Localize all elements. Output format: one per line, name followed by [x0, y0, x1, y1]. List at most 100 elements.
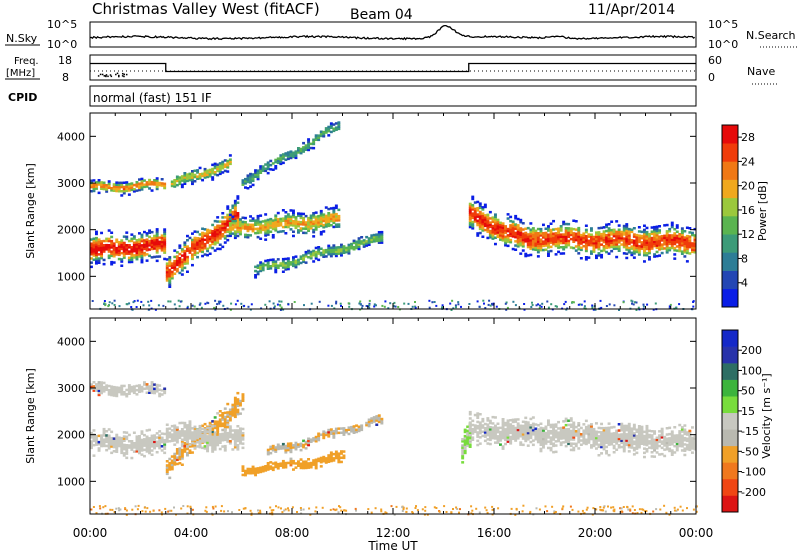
echo-cell	[597, 439, 601, 442]
echo-cell	[357, 239, 361, 242]
echo-cell	[302, 256, 306, 259]
echo-cell	[163, 251, 167, 254]
echo-cell	[547, 419, 550, 422]
echo-cell	[264, 232, 268, 235]
echo-cell	[319, 465, 323, 468]
echo-cell	[640, 434, 644, 437]
echo-cell	[473, 424, 477, 427]
echo-cell	[148, 389, 152, 392]
echo-cell	[574, 232, 578, 236]
echo-cell	[143, 245, 146, 248]
echo-cell	[140, 233, 144, 237]
echo-cell	[544, 431, 548, 435]
echo-cell	[683, 238, 687, 241]
echo-cell	[688, 440, 692, 443]
echo-cell	[132, 444, 136, 447]
echo-cell	[281, 266, 285, 269]
echo-cell	[228, 431, 232, 435]
echo-cell	[188, 422, 192, 425]
echo-cell	[496, 235, 500, 238]
y-tick-label: 4000	[57, 335, 85, 348]
echo-cell	[307, 458, 311, 461]
echo-cell	[163, 182, 167, 186]
echo-cell	[524, 433, 528, 436]
echo-cell	[170, 461, 174, 465]
echo-cell	[100, 250, 104, 254]
echo-cell	[334, 225, 338, 228]
echo-cell	[544, 248, 548, 251]
echo-cell	[375, 304, 377, 307]
echo-cell	[183, 178, 187, 181]
echo-cell	[509, 437, 513, 441]
echo-cell	[643, 235, 646, 238]
echo-cell	[188, 236, 192, 240]
echo-cell	[483, 431, 487, 434]
echo-cell	[524, 420, 528, 424]
echo-cell	[231, 215, 235, 219]
echo-cell	[627, 429, 631, 432]
echo-cell	[521, 228, 525, 231]
echo-cell	[494, 430, 497, 434]
echo-cell	[554, 429, 558, 433]
echo-cell	[186, 247, 189, 250]
echo-cell	[352, 245, 356, 249]
echo-cell	[193, 243, 197, 246]
echo-cell	[107, 436, 111, 440]
echo-cell	[643, 241, 646, 244]
echo-cell	[377, 416, 381, 419]
echo-cell	[198, 435, 202, 438]
echo-cell	[592, 242, 596, 245]
echo-cell	[120, 384, 124, 388]
echo-cell	[599, 508, 602, 511]
echo-cell	[92, 250, 96, 253]
echo-cell	[643, 251, 646, 255]
echo-cell	[322, 436, 326, 440]
echo-cell	[143, 230, 146, 234]
echo-cell	[547, 235, 550, 239]
echo-cell	[612, 506, 615, 509]
echo-cell	[319, 209, 323, 213]
echo-cell	[627, 439, 631, 443]
echo-cell	[204, 509, 207, 512]
echo-cell	[271, 444, 275, 448]
echo-cell	[531, 246, 535, 249]
echo-cell	[203, 438, 207, 442]
echo-cell	[602, 435, 606, 438]
echo-cell	[148, 391, 152, 394]
echo-cell	[693, 227, 697, 231]
echo-cell	[627, 236, 631, 239]
echo-cell	[587, 235, 591, 238]
echo-cell	[648, 440, 651, 443]
echo-cell	[526, 243, 530, 247]
echo-cell	[587, 424, 591, 427]
echo-cell	[138, 178, 141, 181]
echo-cell	[319, 134, 323, 138]
echo-cell	[150, 243, 154, 246]
echo-cell	[693, 435, 697, 438]
echo-cell	[352, 425, 356, 428]
echo-cell	[584, 428, 588, 431]
echo-cell	[542, 236, 545, 239]
echo-cell	[617, 230, 621, 234]
echo-cell	[562, 235, 566, 238]
echo-cell	[337, 252, 341, 255]
echo-cell	[549, 241, 553, 244]
echo-cell	[607, 252, 611, 255]
echo-cell	[466, 438, 470, 441]
echo-cell	[276, 161, 280, 165]
echo-cell	[519, 231, 523, 234]
echo-cell	[112, 189, 116, 192]
echo-cell	[627, 246, 631, 250]
echo-cell	[319, 218, 323, 221]
echo-cell	[554, 435, 558, 439]
echo-cell	[567, 427, 571, 431]
echo-cell	[239, 433, 242, 437]
echo-cell	[206, 239, 210, 242]
echo-cell	[481, 227, 485, 230]
echo-cell	[488, 231, 492, 235]
echo-cell	[130, 254, 134, 257]
echo-cell	[584, 228, 588, 232]
echo-cell	[547, 306, 550, 309]
echo-cell	[607, 426, 611, 430]
echo-cell	[289, 228, 293, 231]
